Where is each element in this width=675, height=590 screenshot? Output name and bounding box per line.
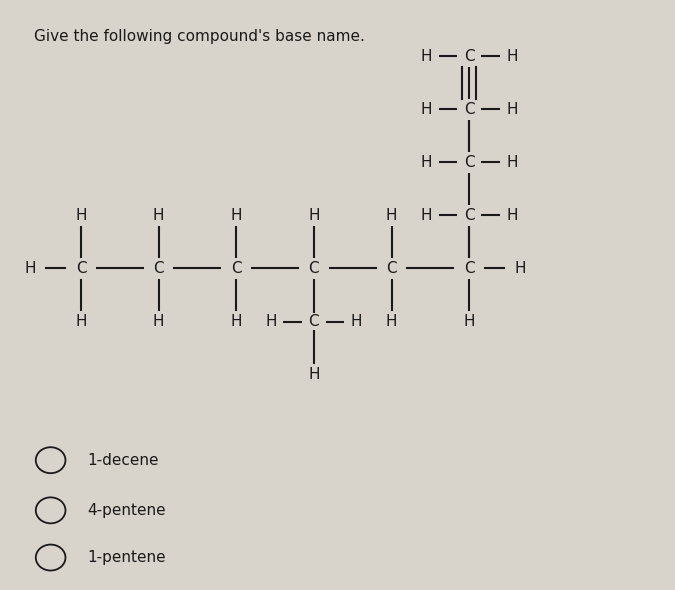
Text: H: H — [506, 48, 518, 64]
Text: H: H — [514, 261, 526, 276]
Text: H: H — [75, 314, 87, 329]
Text: H: H — [506, 208, 518, 223]
Text: H: H — [153, 208, 165, 223]
Text: C: C — [76, 261, 86, 276]
Text: C: C — [464, 155, 475, 170]
Text: H: H — [308, 367, 320, 382]
Text: C: C — [464, 48, 475, 64]
Text: H: H — [506, 101, 518, 117]
Text: H: H — [265, 314, 277, 329]
Text: H: H — [421, 155, 432, 170]
Text: H: H — [230, 208, 242, 223]
Text: C: C — [308, 261, 319, 276]
Text: 1-decene: 1-decene — [88, 453, 159, 468]
Text: Give the following compound's base name.: Give the following compound's base name. — [34, 30, 365, 44]
Text: H: H — [463, 208, 475, 223]
Text: C: C — [231, 261, 242, 276]
Text: H: H — [463, 314, 475, 329]
Text: C: C — [464, 261, 475, 276]
Text: H: H — [506, 155, 518, 170]
Text: H: H — [24, 261, 36, 276]
Text: H: H — [421, 208, 432, 223]
Text: H: H — [421, 48, 432, 64]
Text: H: H — [308, 208, 320, 223]
Text: H: H — [385, 314, 398, 329]
Text: C: C — [308, 314, 319, 329]
Text: H: H — [421, 101, 432, 117]
Text: C: C — [386, 261, 397, 276]
Text: 4-pentene: 4-pentene — [88, 503, 166, 518]
Text: H: H — [385, 208, 398, 223]
Text: C: C — [464, 208, 475, 223]
Text: C: C — [464, 101, 475, 117]
Text: H: H — [153, 314, 165, 329]
Text: C: C — [153, 261, 164, 276]
Text: H: H — [75, 208, 87, 223]
Text: 1-pentene: 1-pentene — [88, 550, 166, 565]
Text: H: H — [351, 314, 362, 329]
Text: H: H — [230, 314, 242, 329]
